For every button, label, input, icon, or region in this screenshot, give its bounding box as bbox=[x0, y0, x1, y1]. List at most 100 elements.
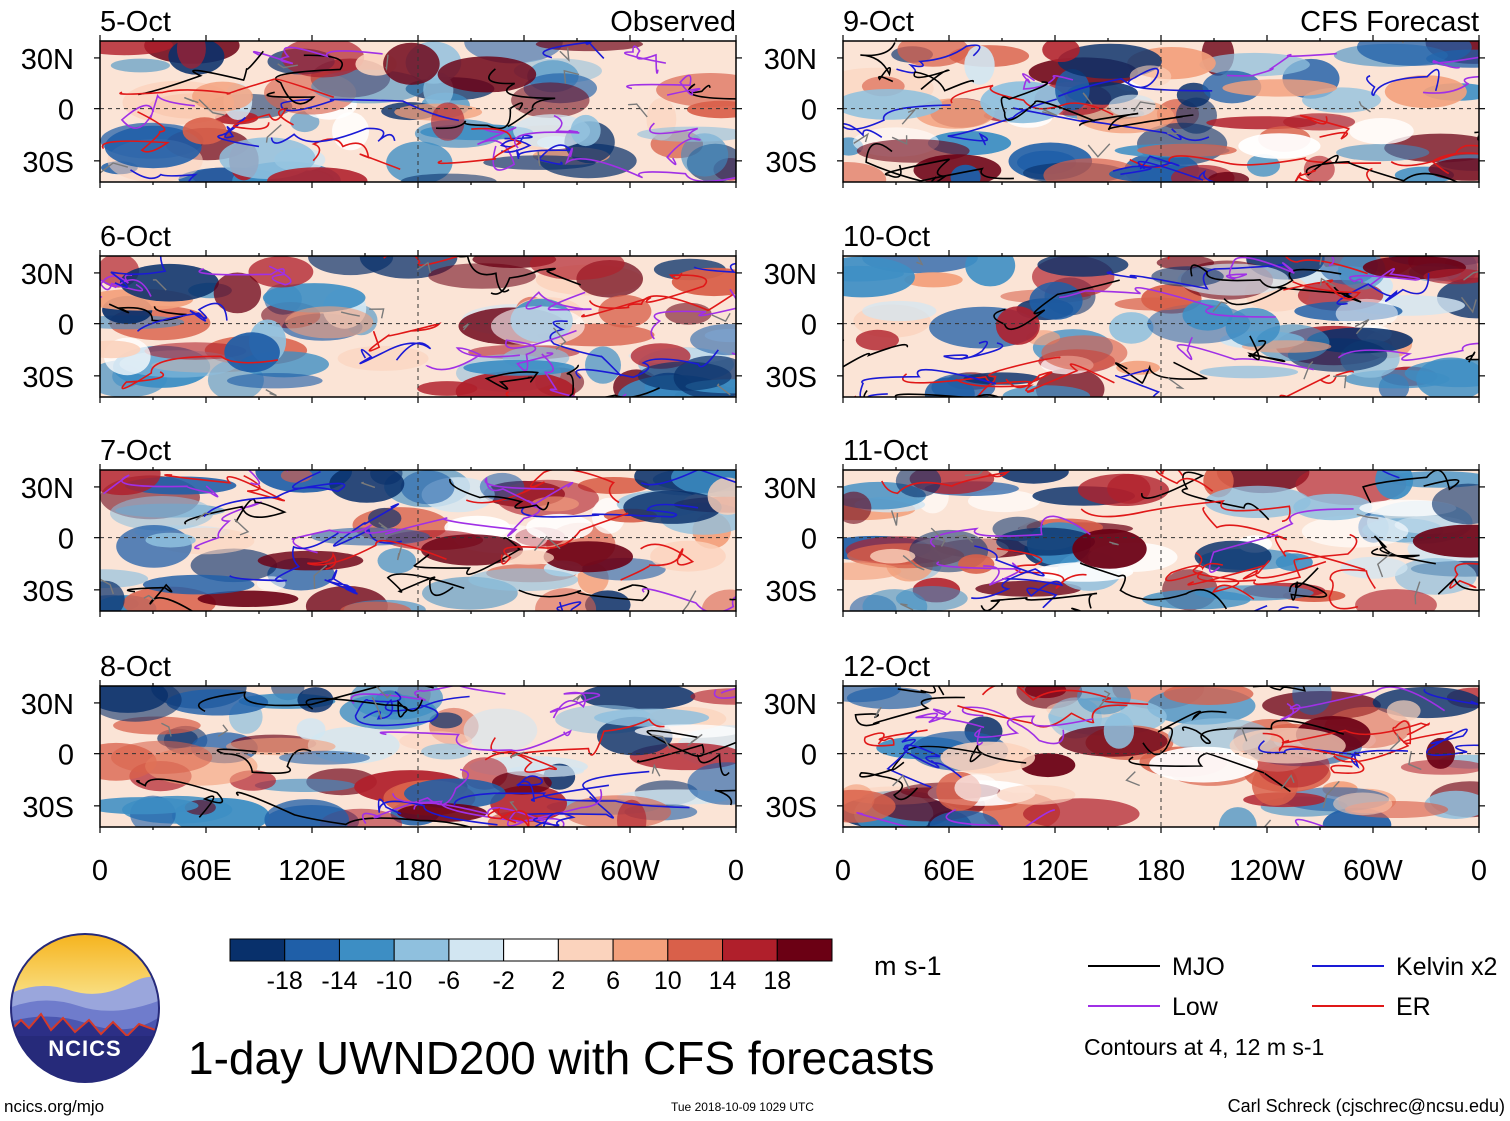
timestamp: Tue 2018-10-09 1029 UTC bbox=[671, 1100, 814, 1114]
colorbar-swatch bbox=[448, 938, 505, 962]
colorbar-label: 14 bbox=[709, 967, 737, 995]
x-tick-label: 0 bbox=[835, 855, 851, 887]
contour-legend: MJO Kelvin x2 Low ER bbox=[1088, 953, 1497, 1021]
x-tick-label: 60E bbox=[180, 855, 232, 887]
colorbar-label: -2 bbox=[493, 967, 515, 995]
colorbar-label: 6 bbox=[606, 967, 620, 995]
map-panel-8-oct: 30N 0 30S 8-Oct bbox=[21, 651, 742, 833]
legend-label: Low bbox=[1172, 993, 1219, 1021]
wind-field bbox=[843, 686, 1479, 827]
panel-date-label: 10-Oct bbox=[843, 221, 930, 253]
wind-field bbox=[843, 470, 1479, 611]
panel-date-label: 5-Oct bbox=[100, 6, 171, 38]
wind-field bbox=[100, 256, 736, 397]
x-tick-label: 120W bbox=[486, 855, 562, 887]
legend-label: MJO bbox=[1172, 953, 1225, 981]
x-tick-label: 180 bbox=[394, 855, 442, 887]
y-tick-label: 0 bbox=[801, 95, 817, 127]
ncics-logo-icon: NCICS bbox=[10, 933, 160, 1083]
colorbar-swatch bbox=[338, 938, 395, 962]
y-tick-label: 30S bbox=[765, 362, 817, 394]
wind-field bbox=[843, 41, 1479, 182]
x-tick-label: 0 bbox=[92, 855, 108, 887]
y-tick-label: 30S bbox=[22, 576, 74, 608]
site-url: ncics.org/mjo bbox=[4, 1097, 104, 1116]
panel-date-label: 7-Oct bbox=[100, 435, 171, 467]
colorbar-swatch bbox=[284, 938, 340, 962]
colorbar: -18 -14 -10 -6 -2 2 6 10 14 18 bbox=[229, 938, 833, 995]
contour-note: Contours at 4, 12 m s-1 bbox=[1084, 1034, 1324, 1060]
colorbar-swatch bbox=[229, 938, 286, 962]
logo-text: NCICS bbox=[48, 1036, 121, 1061]
colorbar-label: -10 bbox=[376, 967, 412, 995]
y-tick-label: 30S bbox=[765, 576, 817, 608]
map-panel-12-oct: 30N 0 30S 12-Oct bbox=[764, 651, 1485, 833]
map-panel-9-oct: 30N 0 30S 9-Oct CFS Forecast bbox=[764, 6, 1485, 188]
y-tick-label: 0 bbox=[58, 740, 74, 772]
y-tick-label: 30N bbox=[764, 689, 817, 721]
x-tick-label: 0 bbox=[1471, 855, 1487, 887]
colorbar-swatch bbox=[393, 938, 450, 962]
x-axis-labels-right: 0 60E 120E 180 120W 60W 0 bbox=[835, 855, 1487, 887]
x-tick-label: 180 bbox=[1137, 855, 1185, 887]
map-panel-7-oct: 30N 0 30S 7-Oct bbox=[21, 435, 742, 617]
units-label: m s-1 bbox=[874, 951, 942, 981]
y-tick-label: 30S bbox=[22, 147, 74, 179]
wind-field bbox=[100, 470, 736, 611]
wind-field bbox=[843, 256, 1479, 397]
colorbar-label: -14 bbox=[321, 967, 357, 995]
colorbar-swatch bbox=[503, 938, 559, 962]
map-panel-5-oct: 30N 0 30S 5-Oct Observed bbox=[21, 6, 742, 188]
y-tick-label: 30N bbox=[21, 473, 74, 505]
figure-title: 1-day UWND200 with CFS forecasts bbox=[188, 1032, 934, 1084]
author: Carl Schreck (cjschrec@ncsu.edu) bbox=[1228, 1096, 1505, 1116]
y-tick-label: 0 bbox=[801, 524, 817, 556]
colorbar-label: 2 bbox=[551, 967, 565, 995]
map-panel-11-oct: 30N 0 30S 11-Oct bbox=[764, 435, 1485, 617]
wind-field bbox=[100, 686, 736, 827]
column-header: Observed bbox=[610, 6, 736, 38]
y-tick-label: 30N bbox=[21, 44, 74, 76]
x-tick-label: 0 bbox=[728, 855, 744, 887]
x-tick-label: 60E bbox=[923, 855, 975, 887]
y-tick-label: 0 bbox=[58, 524, 74, 556]
colorbar-swatch bbox=[557, 938, 614, 962]
legend-label: Kelvin x2 bbox=[1396, 953, 1497, 981]
y-tick-label: 30N bbox=[764, 473, 817, 505]
panel-date-label: 8-Oct bbox=[100, 651, 171, 683]
colorbar-swatch bbox=[667, 938, 724, 962]
legend-label: ER bbox=[1396, 993, 1431, 1021]
y-tick-label: 30S bbox=[22, 362, 74, 394]
map-panel-6-oct: 30N 0 30S 6-Oct bbox=[21, 221, 742, 403]
x-tick-label: 60W bbox=[600, 855, 660, 887]
y-tick-label: 30N bbox=[21, 259, 74, 291]
colorbar-swatch bbox=[776, 938, 833, 962]
panel-date-label: 12-Oct bbox=[843, 651, 930, 683]
column-header: CFS Forecast bbox=[1300, 6, 1479, 38]
panel-date-label: 9-Oct bbox=[843, 6, 914, 38]
wind-field bbox=[100, 41, 736, 182]
panel-date-label: 11-Oct bbox=[843, 435, 928, 467]
panel-date-label: 6-Oct bbox=[100, 221, 171, 253]
y-tick-label: 0 bbox=[58, 310, 74, 342]
colorbar-swatch bbox=[612, 938, 669, 962]
y-tick-label: 30S bbox=[22, 792, 74, 824]
colorbar-label: 10 bbox=[654, 967, 682, 995]
y-tick-label: 30S bbox=[765, 792, 817, 824]
colorbar-swatch bbox=[722, 938, 778, 962]
y-tick-label: 30S bbox=[765, 147, 817, 179]
colorbar-label: 18 bbox=[763, 967, 791, 995]
y-tick-label: 0 bbox=[801, 740, 817, 772]
y-tick-label: 0 bbox=[801, 310, 817, 342]
x-axis-labels-left: 0 60E 120E 180 120W 60W 0 bbox=[92, 855, 744, 887]
y-tick-label: 30N bbox=[21, 689, 74, 721]
colorbar-label: -18 bbox=[267, 967, 303, 995]
y-tick-label: 0 bbox=[58, 95, 74, 127]
x-tick-label: 120E bbox=[278, 855, 346, 887]
x-tick-label: 120W bbox=[1229, 855, 1305, 887]
y-tick-label: 30N bbox=[764, 259, 817, 291]
x-tick-label: 120E bbox=[1021, 855, 1089, 887]
map-panel-10-oct: 30N 0 30S 10-Oct bbox=[764, 221, 1485, 403]
y-tick-label: 30N bbox=[764, 44, 817, 76]
